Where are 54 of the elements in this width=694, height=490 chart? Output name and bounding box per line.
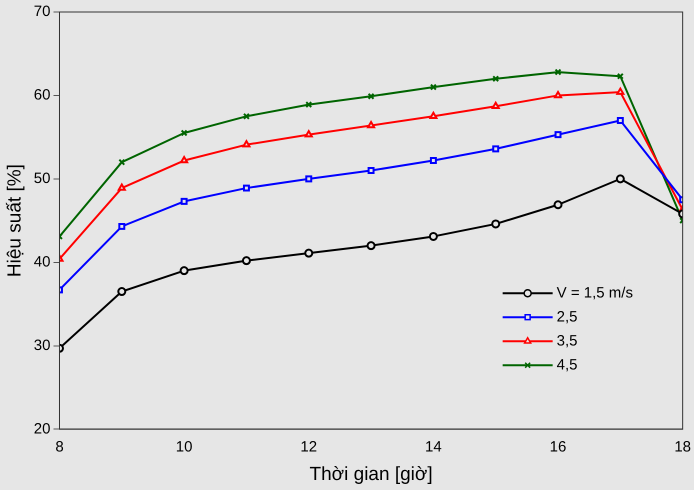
point [118,184,126,191]
x-tick-label: 12 [300,438,318,456]
x-tick-label: 18 [674,438,691,456]
x-tick-label: 14 [425,438,442,456]
legend-label: V = 1,5 m/s [556,284,633,302]
point [616,174,625,184]
point [304,248,314,258]
point [242,112,250,120]
y-tick-label: 70 [34,3,50,20]
legend-label: 4,5 [556,356,578,374]
point [117,287,126,296]
point [428,232,438,241]
point [492,145,500,152]
point [368,92,375,100]
point [242,184,250,192]
point [242,256,251,266]
point [367,120,376,128]
y-tick-label: 30 [34,336,50,354]
point [554,68,562,76]
point [554,90,562,98]
point [305,175,312,182]
point [616,116,624,124]
point [180,266,189,276]
legend-label: 3,5 [556,332,578,350]
point [305,101,312,108]
point [368,167,375,174]
point [180,130,188,136]
point [304,130,313,138]
legend-label: 2,5 [556,308,578,326]
point [430,157,437,164]
point [180,198,188,205]
point [429,112,438,120]
y-tick-label: 40 [34,253,50,270]
point [492,75,500,82]
x-tick-label: 8 [55,438,64,456]
point [180,156,188,164]
point [492,102,500,110]
point [554,200,563,210]
point [366,241,376,250]
x-tick-label: 10 [176,438,192,456]
y-tick-label: 60 [34,86,50,104]
point [430,84,437,91]
y-tick-label: 50 [34,170,50,188]
point [491,219,500,228]
point [616,72,624,80]
point [616,88,624,95]
point [118,222,126,230]
point [242,140,250,148]
point [554,131,562,138]
x-axis-title: Thời gian [giờ] [310,464,433,485]
y-tick-label: 20 [34,420,50,438]
x-tick-label: 16 [550,438,566,456]
y-axis-title: Hiệu suất [%] [4,164,26,278]
point [118,158,126,166]
